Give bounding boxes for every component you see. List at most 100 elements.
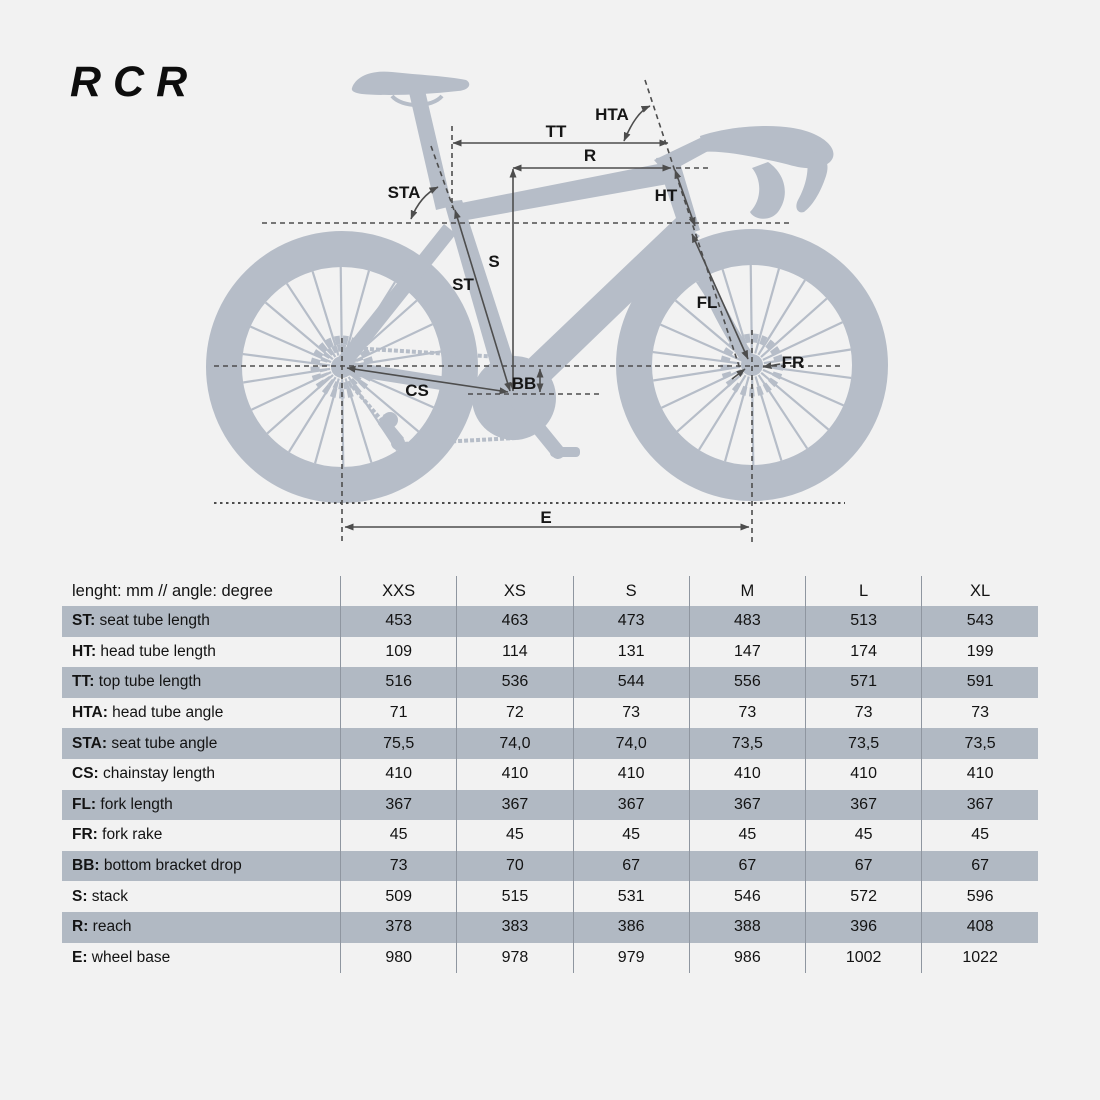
value-cell: 71 xyxy=(340,697,457,729)
table-row: R: reach 378 383 386 388 396 408 xyxy=(62,911,1038,943)
row-abbreviation: TT: xyxy=(72,673,95,691)
bike-geometry-diagram: HTA TT R STA HT S ST FL FR CS BB E xyxy=(206,71,888,545)
row-abbreviation: R: xyxy=(72,918,89,936)
value-cell: 980 xyxy=(340,942,457,974)
value-cell: 388 xyxy=(688,911,806,943)
value-cell: 543 xyxy=(921,606,1038,637)
value-cell: 75,5 xyxy=(340,728,457,759)
value-cell: 473 xyxy=(572,606,690,637)
geometry-annotations xyxy=(214,79,845,545)
value-cell: 131 xyxy=(572,636,690,668)
ht-arrow xyxy=(674,169,696,227)
row-label: HTA: head tube angle xyxy=(62,698,341,729)
value-cell: 408 xyxy=(921,911,1038,943)
value-cell: 410 xyxy=(340,758,457,790)
spoke xyxy=(762,321,843,361)
row-description: seat tube angle xyxy=(107,734,218,752)
spoke xyxy=(264,301,334,361)
table-row: FL: fork length 367 367 367 367 367 367 xyxy=(62,789,1038,821)
row-abbreviation: FL: xyxy=(72,795,97,813)
value-cell: 45 xyxy=(921,820,1038,851)
seatpost xyxy=(408,86,452,210)
table-row: STA: seat tube angle 75,5 74,0 74,0 73,5 73,5… xyxy=(62,728,1038,759)
row-description: fork length xyxy=(96,795,173,813)
value-cell: 73 xyxy=(688,697,806,729)
row-description: stack xyxy=(87,887,128,905)
value-cell: 513 xyxy=(804,606,922,637)
row-label: FL: fork length xyxy=(62,789,341,821)
row-abbreviation: E: xyxy=(72,948,88,966)
label-fr: FR xyxy=(782,353,805,372)
label-sta: STA xyxy=(388,183,421,202)
value-cell: 45 xyxy=(804,820,922,851)
fr-offset-arrow xyxy=(731,368,746,380)
value-cell: 74,0 xyxy=(572,728,690,759)
value-cell: 199 xyxy=(921,636,1038,668)
table-row: S: stack 509 515 531 546 572 596 xyxy=(62,881,1038,912)
row-abbreviation: FR: xyxy=(72,826,98,844)
front-rotor-icon xyxy=(720,333,784,397)
row-abbreviation: STA: xyxy=(72,734,108,752)
spoke xyxy=(311,271,340,356)
value-cell: 979 xyxy=(572,942,690,974)
row-description: reach xyxy=(88,918,132,936)
value-cell: 596 xyxy=(921,881,1038,912)
value-cell: 572 xyxy=(804,881,922,912)
value-cell: 73,5 xyxy=(921,728,1038,759)
table-row: TT: top tube length 516 536 544 556 571 591 xyxy=(62,667,1038,698)
row-abbreviation: HTA: xyxy=(72,704,108,722)
size-header-s: S xyxy=(572,576,690,606)
row-label: E: wheel base xyxy=(62,943,341,974)
table-header-row: lenght: mm // angle: degree XXS XS S M L… xyxy=(62,576,1038,606)
value-cell: 45 xyxy=(340,820,457,851)
value-cell: 367 xyxy=(921,789,1038,821)
value-cell: 453 xyxy=(340,606,457,637)
value-cell: 410 xyxy=(456,758,574,790)
value-cell: 536 xyxy=(456,667,574,698)
value-cell: 509 xyxy=(340,881,457,912)
row-description: head tube length xyxy=(96,642,216,660)
crank-arm xyxy=(507,391,565,459)
value-cell: 463 xyxy=(456,606,574,637)
row-abbreviation: BB: xyxy=(72,857,100,875)
label-s: S xyxy=(488,252,499,271)
value-cell: 410 xyxy=(572,758,690,790)
hta-arc xyxy=(623,105,651,142)
row-description: bottom bracket drop xyxy=(99,857,242,875)
row-label: S: stack xyxy=(62,881,341,912)
size-header-xl: XL xyxy=(921,576,1038,606)
value-cell: 73 xyxy=(804,697,922,729)
value-cell: 67 xyxy=(688,850,806,882)
value-cell: 1002 xyxy=(804,942,922,974)
value-cell: 1022 xyxy=(921,942,1038,974)
value-cell: 45 xyxy=(456,820,574,851)
value-cell: 73 xyxy=(340,850,457,882)
row-abbreviation: ST: xyxy=(72,612,96,630)
top-tube xyxy=(446,164,668,222)
unit-note: lenght: mm // angle: degree xyxy=(72,581,273,600)
table-row: BB: bottom bracket drop 73 70 67 67 67 67 xyxy=(62,850,1038,882)
value-cell: 516 xyxy=(340,667,457,698)
value-cell: 114 xyxy=(456,636,574,668)
label-bb: BB xyxy=(512,374,537,393)
value-cell: 367 xyxy=(340,789,457,821)
value-cell: 396 xyxy=(804,911,922,943)
value-cell: 73 xyxy=(921,697,1038,729)
drivetrain xyxy=(350,346,517,450)
size-header-m: M xyxy=(688,576,806,606)
spoke xyxy=(250,325,332,364)
value-cell: 556 xyxy=(688,667,806,698)
brand-logo: RCR xyxy=(70,58,200,106)
spoke xyxy=(344,270,371,356)
cs-arrow xyxy=(346,365,509,395)
value-cell: 571 xyxy=(804,667,922,698)
row-abbreviation: HT: xyxy=(72,642,97,660)
steering-axis-dashed xyxy=(644,79,742,373)
geometry-labels: HTA TT R STA HT S ST FL FR CS BB E xyxy=(388,105,805,527)
fl-arrow xyxy=(691,233,749,360)
value-cell: 410 xyxy=(921,758,1038,790)
row-label: FR: fork rake xyxy=(62,820,341,851)
label-st: ST xyxy=(452,275,474,294)
row-description: chainstay length xyxy=(98,765,216,783)
